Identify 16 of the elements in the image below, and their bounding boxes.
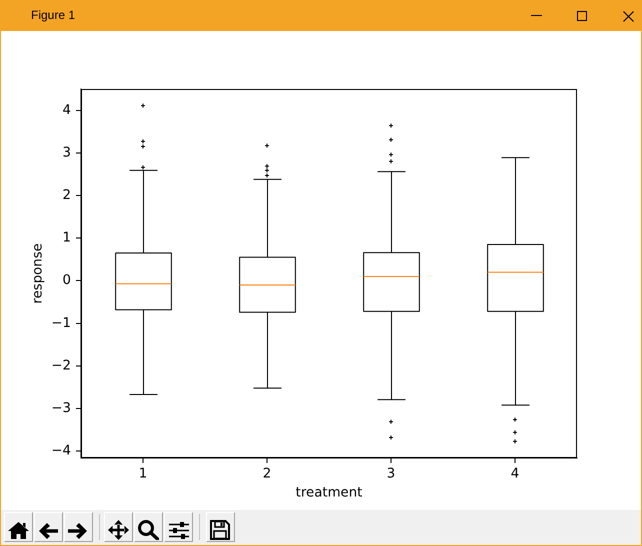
y-tick-label: 4 — [62, 102, 71, 118]
y-tick-label: −4 — [51, 444, 71, 459]
y-tick-label: −1 — [51, 316, 71, 331]
y-tick-label: −3 — [51, 401, 71, 416]
x-tick-label: 2 — [262, 466, 272, 482]
y-tick-label: 0 — [62, 273, 71, 288]
x-axis-title: treatment — [296, 485, 362, 500]
x-tick-label: 3 — [386, 466, 396, 482]
x-tick-label: 1 — [138, 466, 148, 482]
caption: Figure 1 — [31, 8, 76, 22]
y-axis-title: response — [30, 243, 46, 304]
y-tick-label: 1 — [62, 230, 71, 246]
y-tick-label: 2 — [62, 188, 71, 203]
y-tick-label: −2 — [51, 358, 71, 374]
x-tick-label: 4 — [510, 466, 520, 482]
y-tick-label: 3 — [62, 145, 71, 160]
